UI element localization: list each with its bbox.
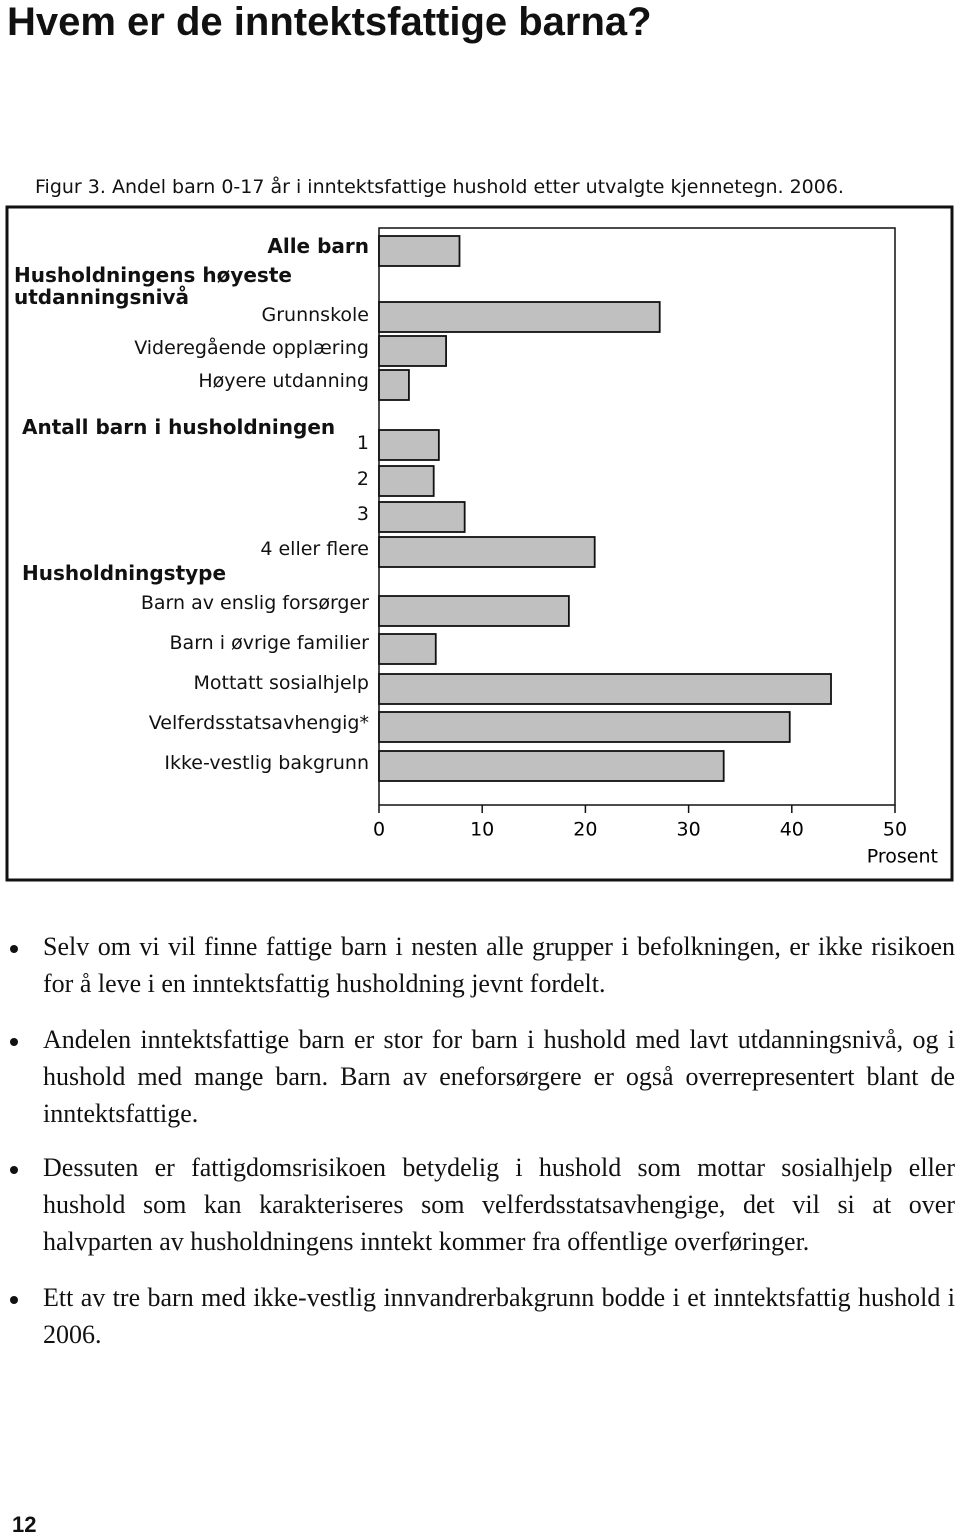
chart-svg: 0 10 20 30 40 50 Prosent: [5, 205, 954, 882]
page-number: 12: [12, 1512, 37, 1537]
group-header: Husholdningens høyeste utdanningsnivå: [14, 263, 292, 309]
bar: [378, 673, 832, 705]
bar: [378, 235, 461, 267]
category-label: Barn i øvrige familier: [169, 632, 369, 654]
x-tick-label: 10: [470, 819, 494, 841]
bar: [378, 595, 570, 627]
x-axis-label: Prosent: [867, 846, 938, 868]
bullet-text: Dessuten er fattigdomsrisikoen betydelig…: [43, 1153, 955, 1256]
category-label: 4 eller flere: [260, 538, 369, 560]
category-label: Mottatt sosialhjelp: [193, 672, 369, 694]
bar: [378, 501, 466, 533]
category-label: Videregående opplæring: [134, 337, 369, 359]
bullet-dot: [10, 945, 18, 953]
bar: [378, 369, 410, 401]
bullet-dot: [10, 1166, 18, 1174]
heading: Hvem er de inntektsfattige barna?: [7, 0, 652, 44]
bullet-dot: [10, 1038, 18, 1046]
bullet-dot: [10, 1296, 18, 1304]
x-tick-label: 40: [780, 819, 804, 841]
bar: [378, 301, 661, 333]
chart: 0 10 20 30 40 50 Prosent Husholdningens høyest…: [5, 205, 954, 882]
bullet-text: Andelen inntektsfattige barn er stor for…: [43, 1025, 955, 1128]
category-label: Velferdsstatsavhengig*: [148, 712, 369, 734]
bar: [378, 750, 725, 782]
group-header: Husholdningstype: [22, 561, 227, 585]
figure-caption: Figur 3. Andel barn 0-17 år i inntektsfa…: [35, 176, 844, 198]
category-label: Høyere utdanning: [198, 370, 369, 392]
category-label: Grunnskole: [261, 304, 369, 326]
figure-frame: [5, 205, 954, 882]
x-tick-label: 0: [373, 819, 385, 841]
x-tick-label: 20: [573, 819, 597, 841]
x-tick-label: 50: [883, 819, 907, 841]
category-label: 2: [356, 468, 369, 490]
bar: [378, 536, 596, 568]
bullet-text: Ett av tre barn med ikke-vestlig innvand…: [43, 1283, 955, 1349]
category-label: 1: [356, 432, 369, 454]
bar: [378, 335, 447, 367]
bar: [378, 711, 791, 743]
group-header: Antall barn i husholdningen: [22, 415, 336, 439]
category-label: Ikke-vestlig bakgrunn: [164, 752, 369, 774]
bar: [378, 429, 440, 461]
bullet-text: Selv om vi vil finne fattige barn i nest…: [43, 932, 955, 998]
x-tick-label: 30: [677, 819, 701, 841]
category-label: 3: [356, 503, 369, 525]
bar: [378, 633, 437, 665]
category-label: Barn av enslig forsørger: [140, 592, 369, 614]
category-label: Alle barn: [267, 234, 369, 258]
bar: [378, 465, 435, 497]
